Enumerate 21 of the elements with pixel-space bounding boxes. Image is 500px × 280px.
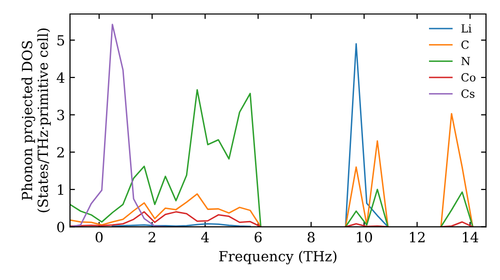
x-tick-label: 12 — [410, 232, 425, 242]
legend-label: N — [461, 56, 470, 66]
x-tick-label: 14 — [462, 232, 478, 242]
x-tick-label: 10 — [356, 232, 372, 242]
y-tick-label: 1 — [58, 184, 64, 195]
y-tick-label: 4 — [56, 72, 64, 83]
x-axis-title: Frequency (THz) — [219, 250, 336, 264]
x-tick-label: 6 — [254, 232, 262, 242]
x-tick-label: 2 — [148, 232, 156, 242]
y-tick-label: 2 — [57, 147, 64, 158]
x-tick-label: 8 — [308, 232, 315, 242]
y-axis-title: Phonon projected DOS (States/THz·primitive cell) — [22, 28, 51, 212]
x-tick-label: 4 — [201, 232, 209, 242]
x-tick-label: 0 — [96, 232, 103, 242]
legend-label: C — [461, 40, 469, 49]
y-tick-label: 3 — [57, 110, 64, 120]
y-tick-label: 5 — [57, 35, 64, 46]
y-tick-label: 0 — [57, 222, 64, 232]
legend-label: Li — [461, 24, 472, 32]
legend-label: Cs — [461, 89, 474, 98]
legend-label: Co — [461, 73, 476, 82]
